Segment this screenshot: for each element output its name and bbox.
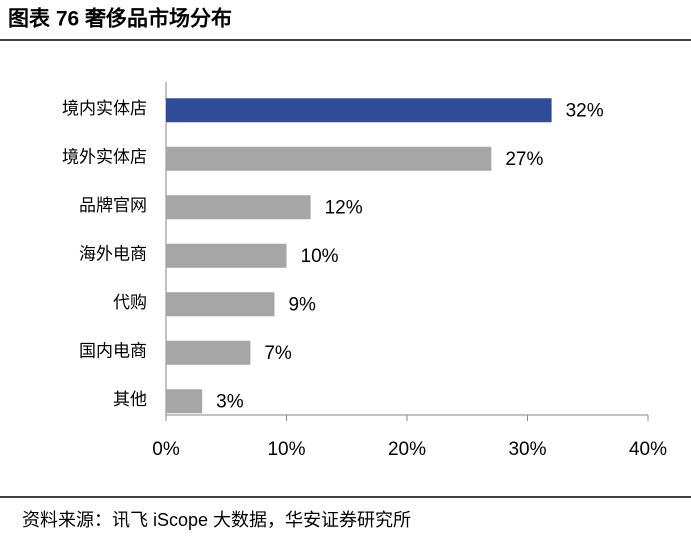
bar [166, 146, 492, 171]
y-tick-label: 境外实体店 [62, 148, 147, 167]
bar [166, 195, 311, 220]
value-label: 3% [216, 391, 244, 412]
value-label: 32% [566, 100, 604, 121]
x-tick-label: 40% [629, 439, 667, 460]
bar [166, 389, 203, 414]
value-label: 9% [288, 294, 316, 315]
source-note: 资料来源：讯飞 iScope 大数据，华安证券研究所 [22, 510, 411, 530]
y-tick-label: 境内实体店 [62, 99, 147, 118]
x-tick-label: 0% [152, 439, 180, 460]
x-tick-label: 30% [508, 439, 546, 460]
value-label: 7% [264, 343, 292, 364]
y-tick-label: 国内电商 [79, 342, 147, 361]
value-label: 27% [505, 149, 543, 170]
bar [166, 243, 287, 268]
value-label: 12% [325, 197, 363, 218]
y-tick-label: 其他 [113, 390, 147, 409]
chart-title: 图表 76 奢侈品市场分布 [8, 7, 232, 31]
bar [166, 292, 275, 317]
x-tick-label: 20% [388, 439, 426, 460]
bar [166, 98, 552, 123]
value-label: 10% [301, 246, 339, 267]
y-tick-label: 品牌官网 [79, 196, 147, 215]
y-tick-label: 海外电商 [79, 245, 147, 264]
x-tick-label: 10% [267, 439, 305, 460]
y-tick-label: 代购 [113, 293, 147, 312]
bar [166, 340, 251, 365]
